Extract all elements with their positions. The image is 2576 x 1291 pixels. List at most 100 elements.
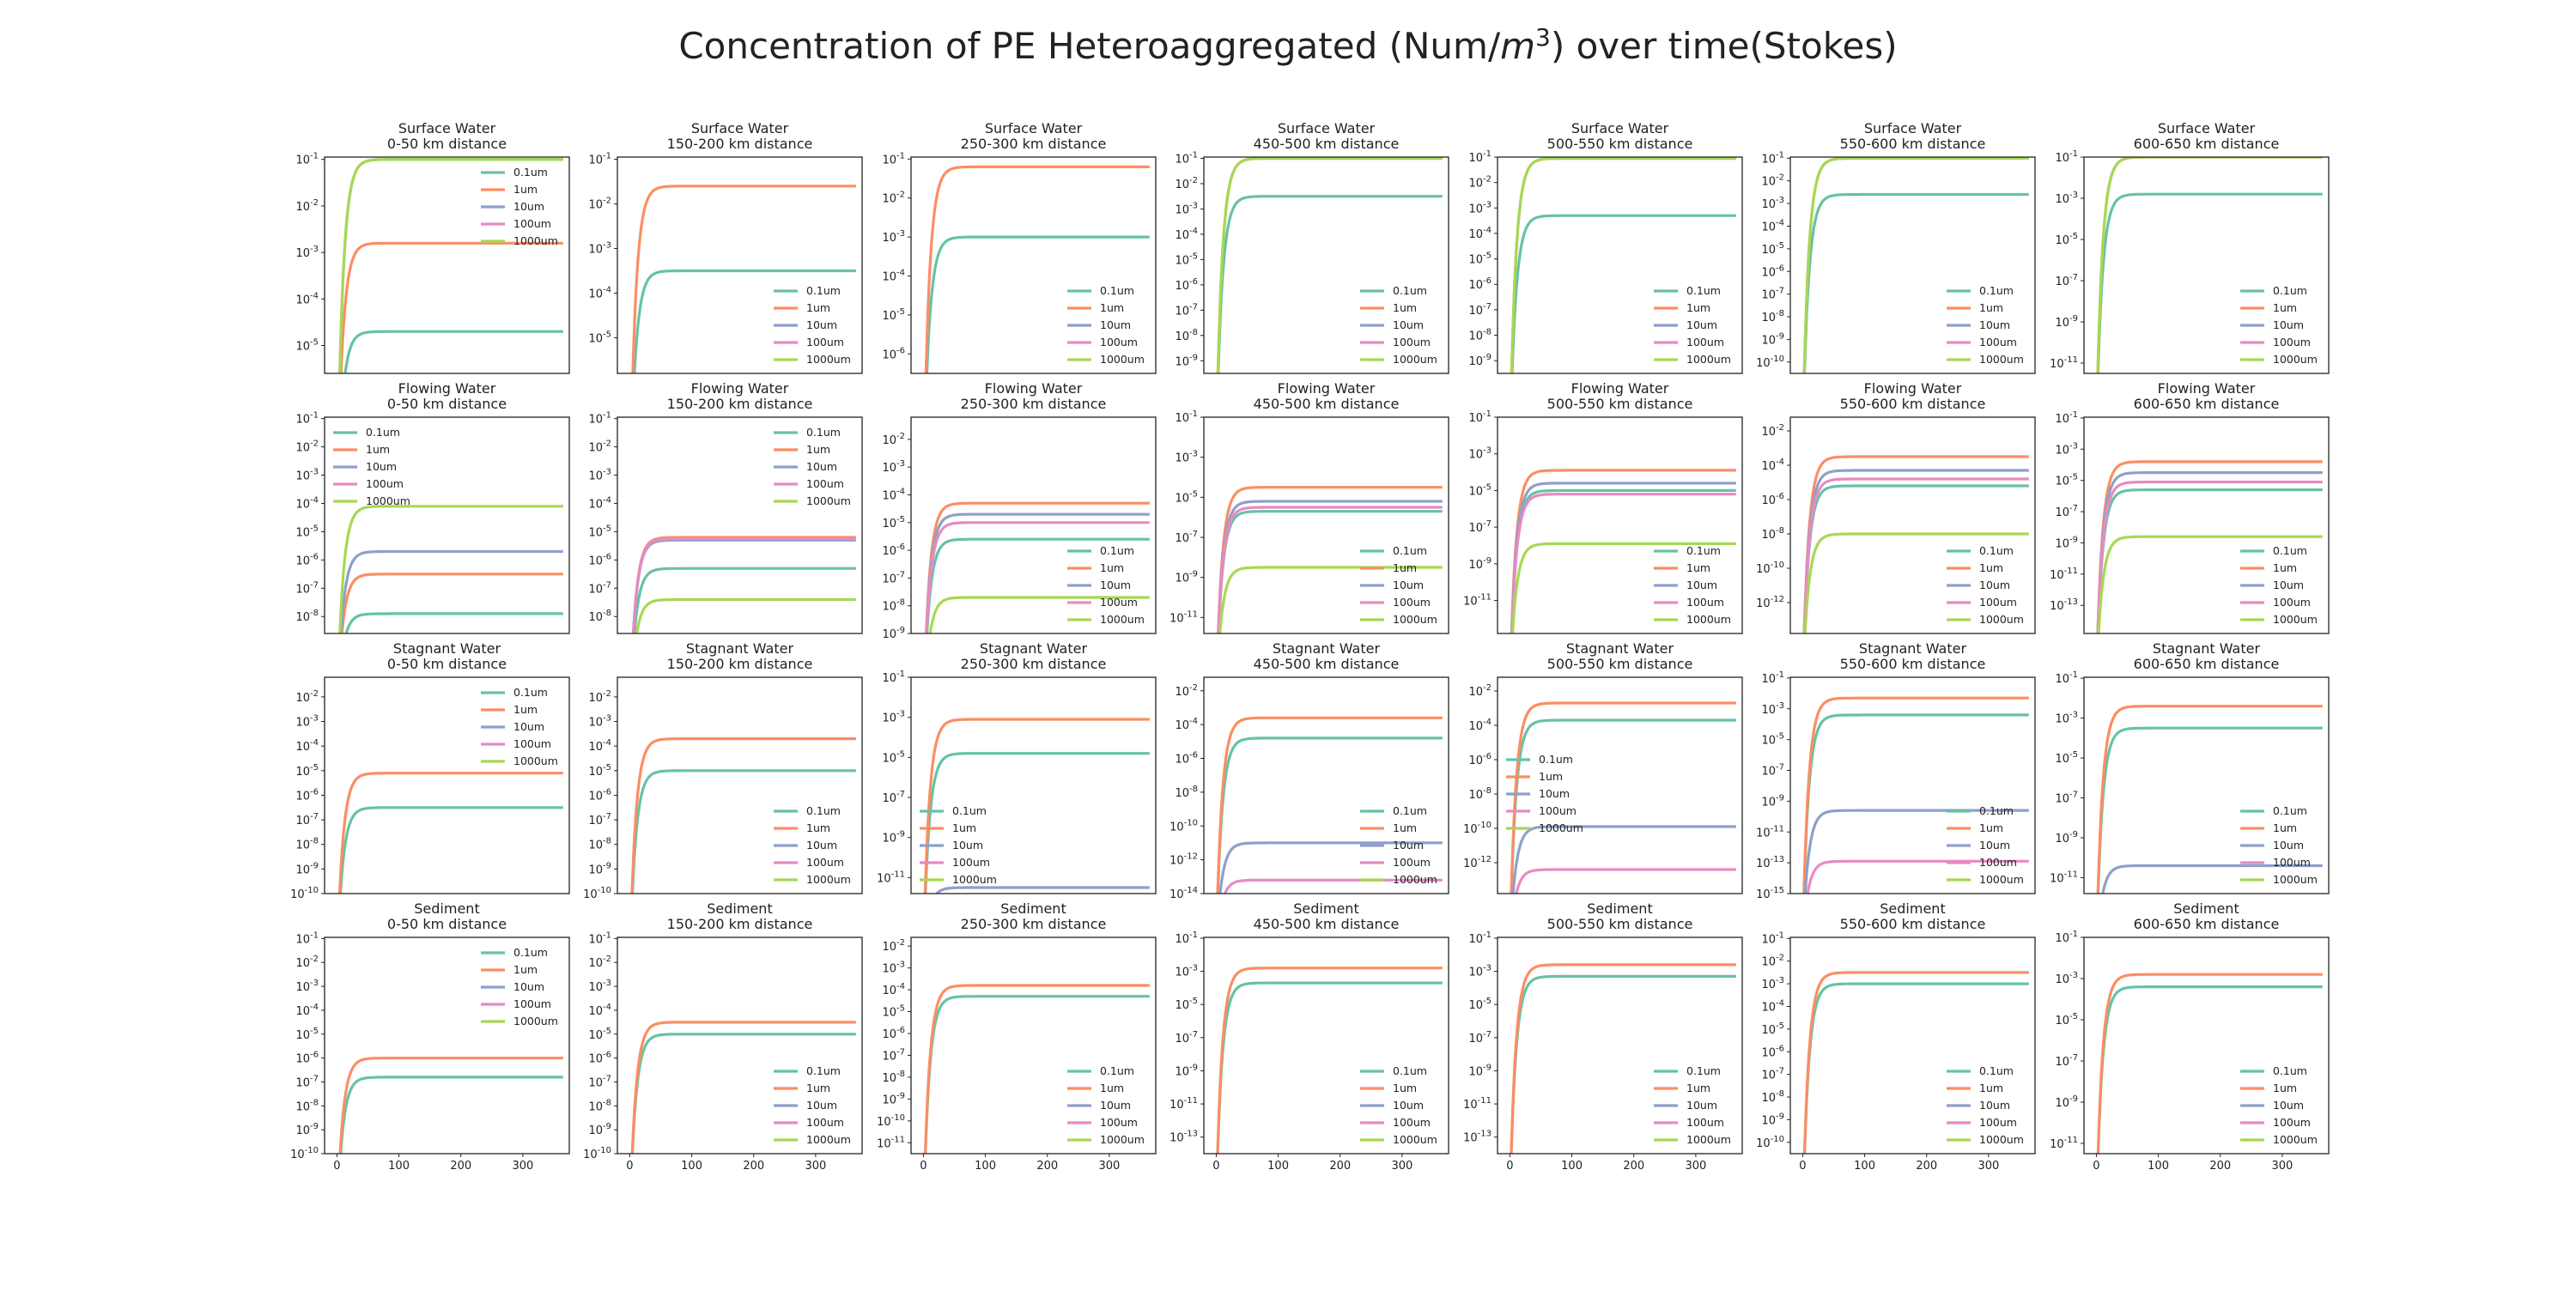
y-tick-label-base: 10	[1761, 529, 1776, 542]
y-tick-label-exponent: -7	[310, 1074, 319, 1083]
legend: 0.1um 1um 10um 100um 1000um	[774, 426, 851, 507]
y-tick-label-exponent: -8	[1776, 1089, 1784, 1099]
y-tick-label-base: 10	[1175, 999, 1189, 1012]
y-tick-label-exponent: -6	[603, 787, 611, 797]
legend-label: 1000um	[1393, 873, 1437, 886]
y-tick-label: 10-8	[882, 1070, 905, 1085]
panel-title-distance: 550-600 km distance	[1840, 656, 1986, 672]
y-tick-label-exponent: -7	[1776, 1067, 1784, 1076]
y-tick-label: 10-5	[588, 763, 611, 779]
y-tick-label: 10-10	[1756, 355, 1784, 370]
y-tick-label-exponent: -3	[2069, 971, 2078, 980]
y-tick-label-base: 10	[2055, 276, 2069, 288]
y-tick-label: 10-12	[1463, 855, 1492, 870]
y-tick-label-base: 10	[882, 963, 896, 976]
y-tick-label-exponent: -3	[310, 714, 319, 724]
legend-label: 10um	[1539, 787, 1570, 800]
panel-title-compartment: Surface Water	[1864, 120, 1962, 136]
series-line-1um	[2096, 973, 2323, 1154]
y-tick-label-exponent: -1	[1189, 930, 1198, 940]
y-tick-label: 10-6	[882, 346, 905, 361]
plot-area	[924, 165, 1150, 373]
panel-title-distance: 600-650 km distance	[2134, 136, 2280, 152]
y-tick-label-base: 10	[2055, 234, 2069, 247]
y-tick-label-base: 10	[2055, 413, 2069, 426]
y-tick-label-base: 10	[295, 981, 310, 994]
legend-label: 1um	[1979, 561, 2003, 574]
y-tick-label-base: 10	[290, 888, 305, 901]
y-tick-label-base: 10	[588, 155, 603, 167]
y-tick-label-base: 10	[2055, 317, 2069, 330]
y-tick-label: 10-1	[295, 152, 319, 167]
y-tick-label-exponent: -6	[310, 787, 319, 797]
panel-title-compartment: Surface Water	[985, 120, 1083, 136]
y-tick-label-exponent: -8	[603, 1098, 611, 1107]
y-tick-label: 10-6	[1761, 1044, 1784, 1059]
y-tick-label: 10-7	[1468, 519, 1492, 535]
y-tick-label-exponent: -3	[896, 961, 905, 970]
y-tick-label-exponent: -3	[1483, 964, 1492, 973]
y-tick-label: 10-2	[295, 689, 319, 705]
y-tick-label-base: 10	[1170, 855, 1184, 868]
legend: 0.1um 1um 10um 100um 1000um	[774, 804, 851, 886]
y-tick-label-exponent: -2	[1189, 683, 1198, 693]
x-tick-label: 100	[681, 1160, 702, 1173]
y-tick-label: 10-3	[2055, 441, 2078, 457]
legend-label: 10um	[366, 460, 397, 473]
legend-label: 1um	[1393, 561, 1417, 574]
plot-area	[923, 984, 1150, 1154]
y-tick-label: 10-1	[295, 411, 319, 427]
y-tick-label-base: 10	[588, 442, 603, 455]
y-tick-label-exponent: -3	[603, 979, 611, 988]
y-tick-label-base: 10	[2055, 673, 2069, 686]
y-tick-label: 10-3	[882, 459, 905, 475]
series-line-100um	[1802, 477, 2029, 633]
y-tick-label: 10-4	[295, 738, 319, 754]
legend-label: 0.1um	[1393, 284, 1427, 297]
panel-title-compartment: Surface Water	[691, 120, 789, 136]
axes-frame	[1789, 416, 2036, 634]
x-tick-label: 300	[1098, 1160, 1120, 1173]
y-tick-label-exponent: -4	[1189, 227, 1198, 236]
y-tick-label-exponent: -7	[896, 570, 905, 579]
y-tick-label-exponent: -5	[1776, 732, 1784, 742]
y-tick-label-exponent: -3	[1483, 200, 1492, 209]
y-tick-label: 10-10	[290, 1146, 319, 1161]
y-tick-label: 10-3	[588, 714, 611, 730]
y-tick-label-base: 10	[1761, 1024, 1776, 1037]
y-tick-label: 10-5	[295, 524, 319, 539]
panel-title-distance: 250-300 km distance	[961, 136, 1107, 152]
legend: 0.1um 1um 10um 100um 1000um	[1947, 544, 2024, 626]
y-tick-label-base: 10	[1468, 755, 1483, 767]
x-tick-label: 300	[805, 1160, 826, 1173]
y-tick-label-base: 10	[588, 288, 603, 300]
y-tick-label-exponent: -4	[310, 1003, 319, 1012]
axes-frame	[617, 936, 863, 1155]
y-tick-label: 10-9	[295, 1122, 319, 1137]
plot-area	[923, 718, 1150, 894]
legend-label: 10um	[1100, 1099, 1131, 1112]
y-tick-label: 10-8	[1175, 785, 1198, 800]
y-tick-label-exponent: -4	[310, 291, 319, 300]
series-line-1000um	[338, 158, 563, 373]
legend-label: 0.1um	[1979, 284, 2014, 297]
y-tick-label-base: 10	[588, 1053, 603, 1066]
y-tick-label-exponent: -9	[2069, 314, 2078, 324]
y-tick-label-exponent: -5	[2069, 1012, 2078, 1021]
y-tick-label-exponent: -6	[1189, 751, 1198, 761]
y-tick-label-base: 10	[295, 555, 310, 567]
y-tick-label-exponent: -7	[1483, 519, 1492, 529]
legend-label: 10um	[1686, 1099, 1717, 1112]
panel-title-distance: 250-300 km distance	[961, 656, 1107, 672]
y-tick-label-base: 10	[1170, 888, 1184, 901]
panel-title-compartment: Sediment	[1000, 900, 1066, 917]
x-tick-label: 100	[1267, 1160, 1289, 1173]
legend-label: 1um	[1686, 1082, 1710, 1094]
y-tick-label: 10-2	[882, 938, 905, 954]
y-tick-label-exponent: -1	[1776, 670, 1784, 680]
legend-label: 1000um	[806, 353, 851, 366]
legend: 0.1um 1um 10um 100um 1000um	[2240, 544, 2318, 626]
y-tick-label-exponent: -7	[603, 812, 611, 821]
